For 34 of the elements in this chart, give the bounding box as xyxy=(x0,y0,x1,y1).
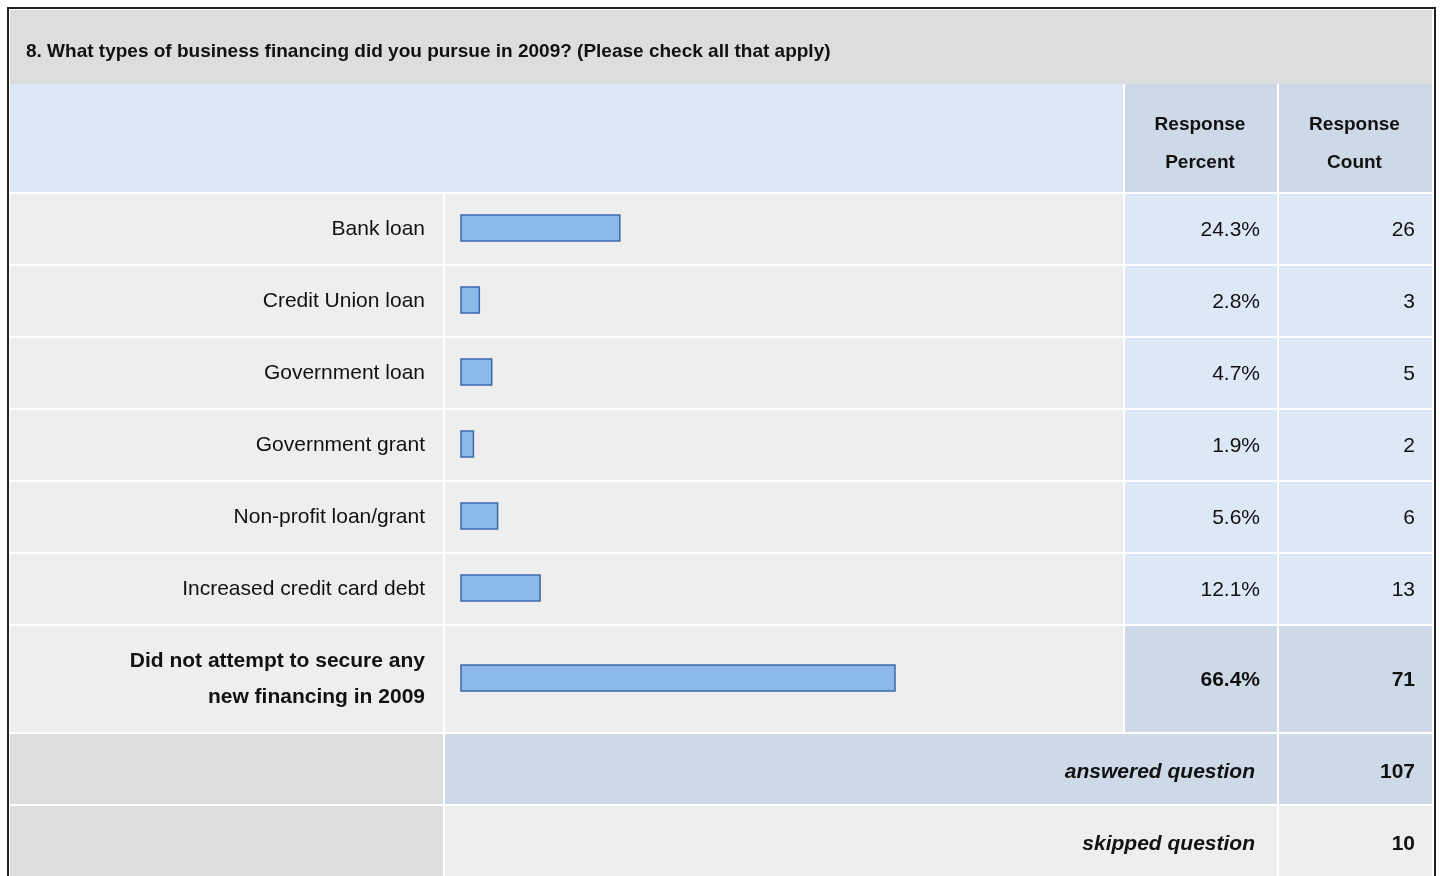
y-tick-label: Government loan xyxy=(263,360,425,383)
bar xyxy=(460,574,541,602)
y-tick-label: Bank loan xyxy=(331,216,425,239)
y-tick-label: Increased credit card debt xyxy=(182,576,426,599)
bar xyxy=(460,358,493,386)
data-label: 5.6% xyxy=(1212,505,1260,528)
data-label: 66.4% xyxy=(1200,667,1261,690)
text: 6 xyxy=(1403,505,1415,528)
text: Response Count xyxy=(1309,113,1400,172)
bar xyxy=(460,286,481,314)
text: 107 xyxy=(1379,759,1415,782)
data-label: 24.3% xyxy=(1200,217,1260,240)
y-tick-label: Government grant xyxy=(255,432,426,455)
data-label: 12.1% xyxy=(1200,577,1260,600)
text: Response Percent xyxy=(1154,113,1246,172)
text: 71 xyxy=(1391,667,1416,690)
text: 3 xyxy=(1403,289,1415,312)
text: 26 xyxy=(1391,217,1415,240)
chart-title: 8. What types of business financing did you pursue in 2009? (Please check all that apply) xyxy=(26,40,831,61)
data-label: 4.7% xyxy=(1212,361,1260,384)
bar xyxy=(460,430,475,458)
y-tick-label: Did not attempt to secure any new financing in 2009 xyxy=(129,648,426,707)
bar xyxy=(460,502,499,530)
data-label: 2.8% xyxy=(1212,289,1260,312)
bar xyxy=(460,214,621,242)
data-label: 1.9% xyxy=(1212,433,1260,456)
y-tick-label: Credit Union loan xyxy=(262,288,425,311)
text: skipped question xyxy=(1082,831,1255,854)
text: 5 xyxy=(1403,361,1415,384)
text: answered question xyxy=(1064,759,1255,782)
text: 2 xyxy=(1403,433,1415,456)
text: 13 xyxy=(1391,577,1415,600)
y-tick-label: Non-profit loan/grant xyxy=(233,504,426,527)
text: 10 xyxy=(1391,831,1415,854)
